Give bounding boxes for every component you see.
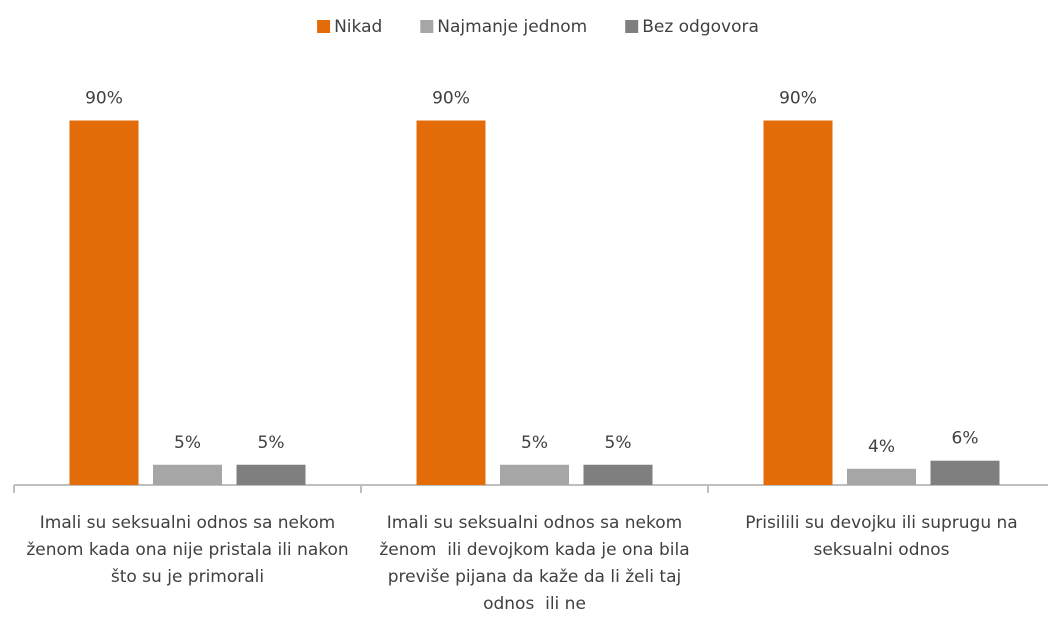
- data-label: 90%: [85, 89, 123, 109]
- data-label: 5%: [605, 433, 632, 453]
- legend-label: Nikad: [334, 17, 382, 37]
- x-tick-label: Imali su seksualni odnos sa nekom ženom …: [379, 513, 696, 614]
- data-label: 5%: [258, 433, 285, 453]
- data-label: 5%: [521, 433, 548, 453]
- bar: [847, 468, 916, 485]
- bar: [763, 120, 833, 485]
- bar: [236, 464, 306, 485]
- bar: [930, 460, 1000, 485]
- data-label: 6%: [952, 429, 979, 449]
- bar: [69, 120, 139, 485]
- legend-swatch: [317, 20, 331, 33]
- data-label: 4%: [868, 437, 895, 457]
- data-label: 5%: [174, 433, 201, 453]
- data-label: 90%: [432, 89, 470, 109]
- bar: [416, 120, 486, 485]
- data-label: 90%: [779, 89, 817, 109]
- legend-swatch: [420, 20, 434, 33]
- legend-label: Najmanje jednom: [437, 17, 587, 37]
- x-tick-label: Imali su seksualni odnos sa nekom ženom …: [26, 513, 355, 587]
- bar: [583, 464, 653, 485]
- bar: [153, 464, 222, 485]
- legend-label: Bez odgovora: [642, 17, 759, 37]
- x-tick-label: Prisilili su devojku ili suprugu na seks…: [745, 513, 1024, 560]
- legend-swatch: [625, 20, 639, 33]
- bar: [500, 464, 569, 485]
